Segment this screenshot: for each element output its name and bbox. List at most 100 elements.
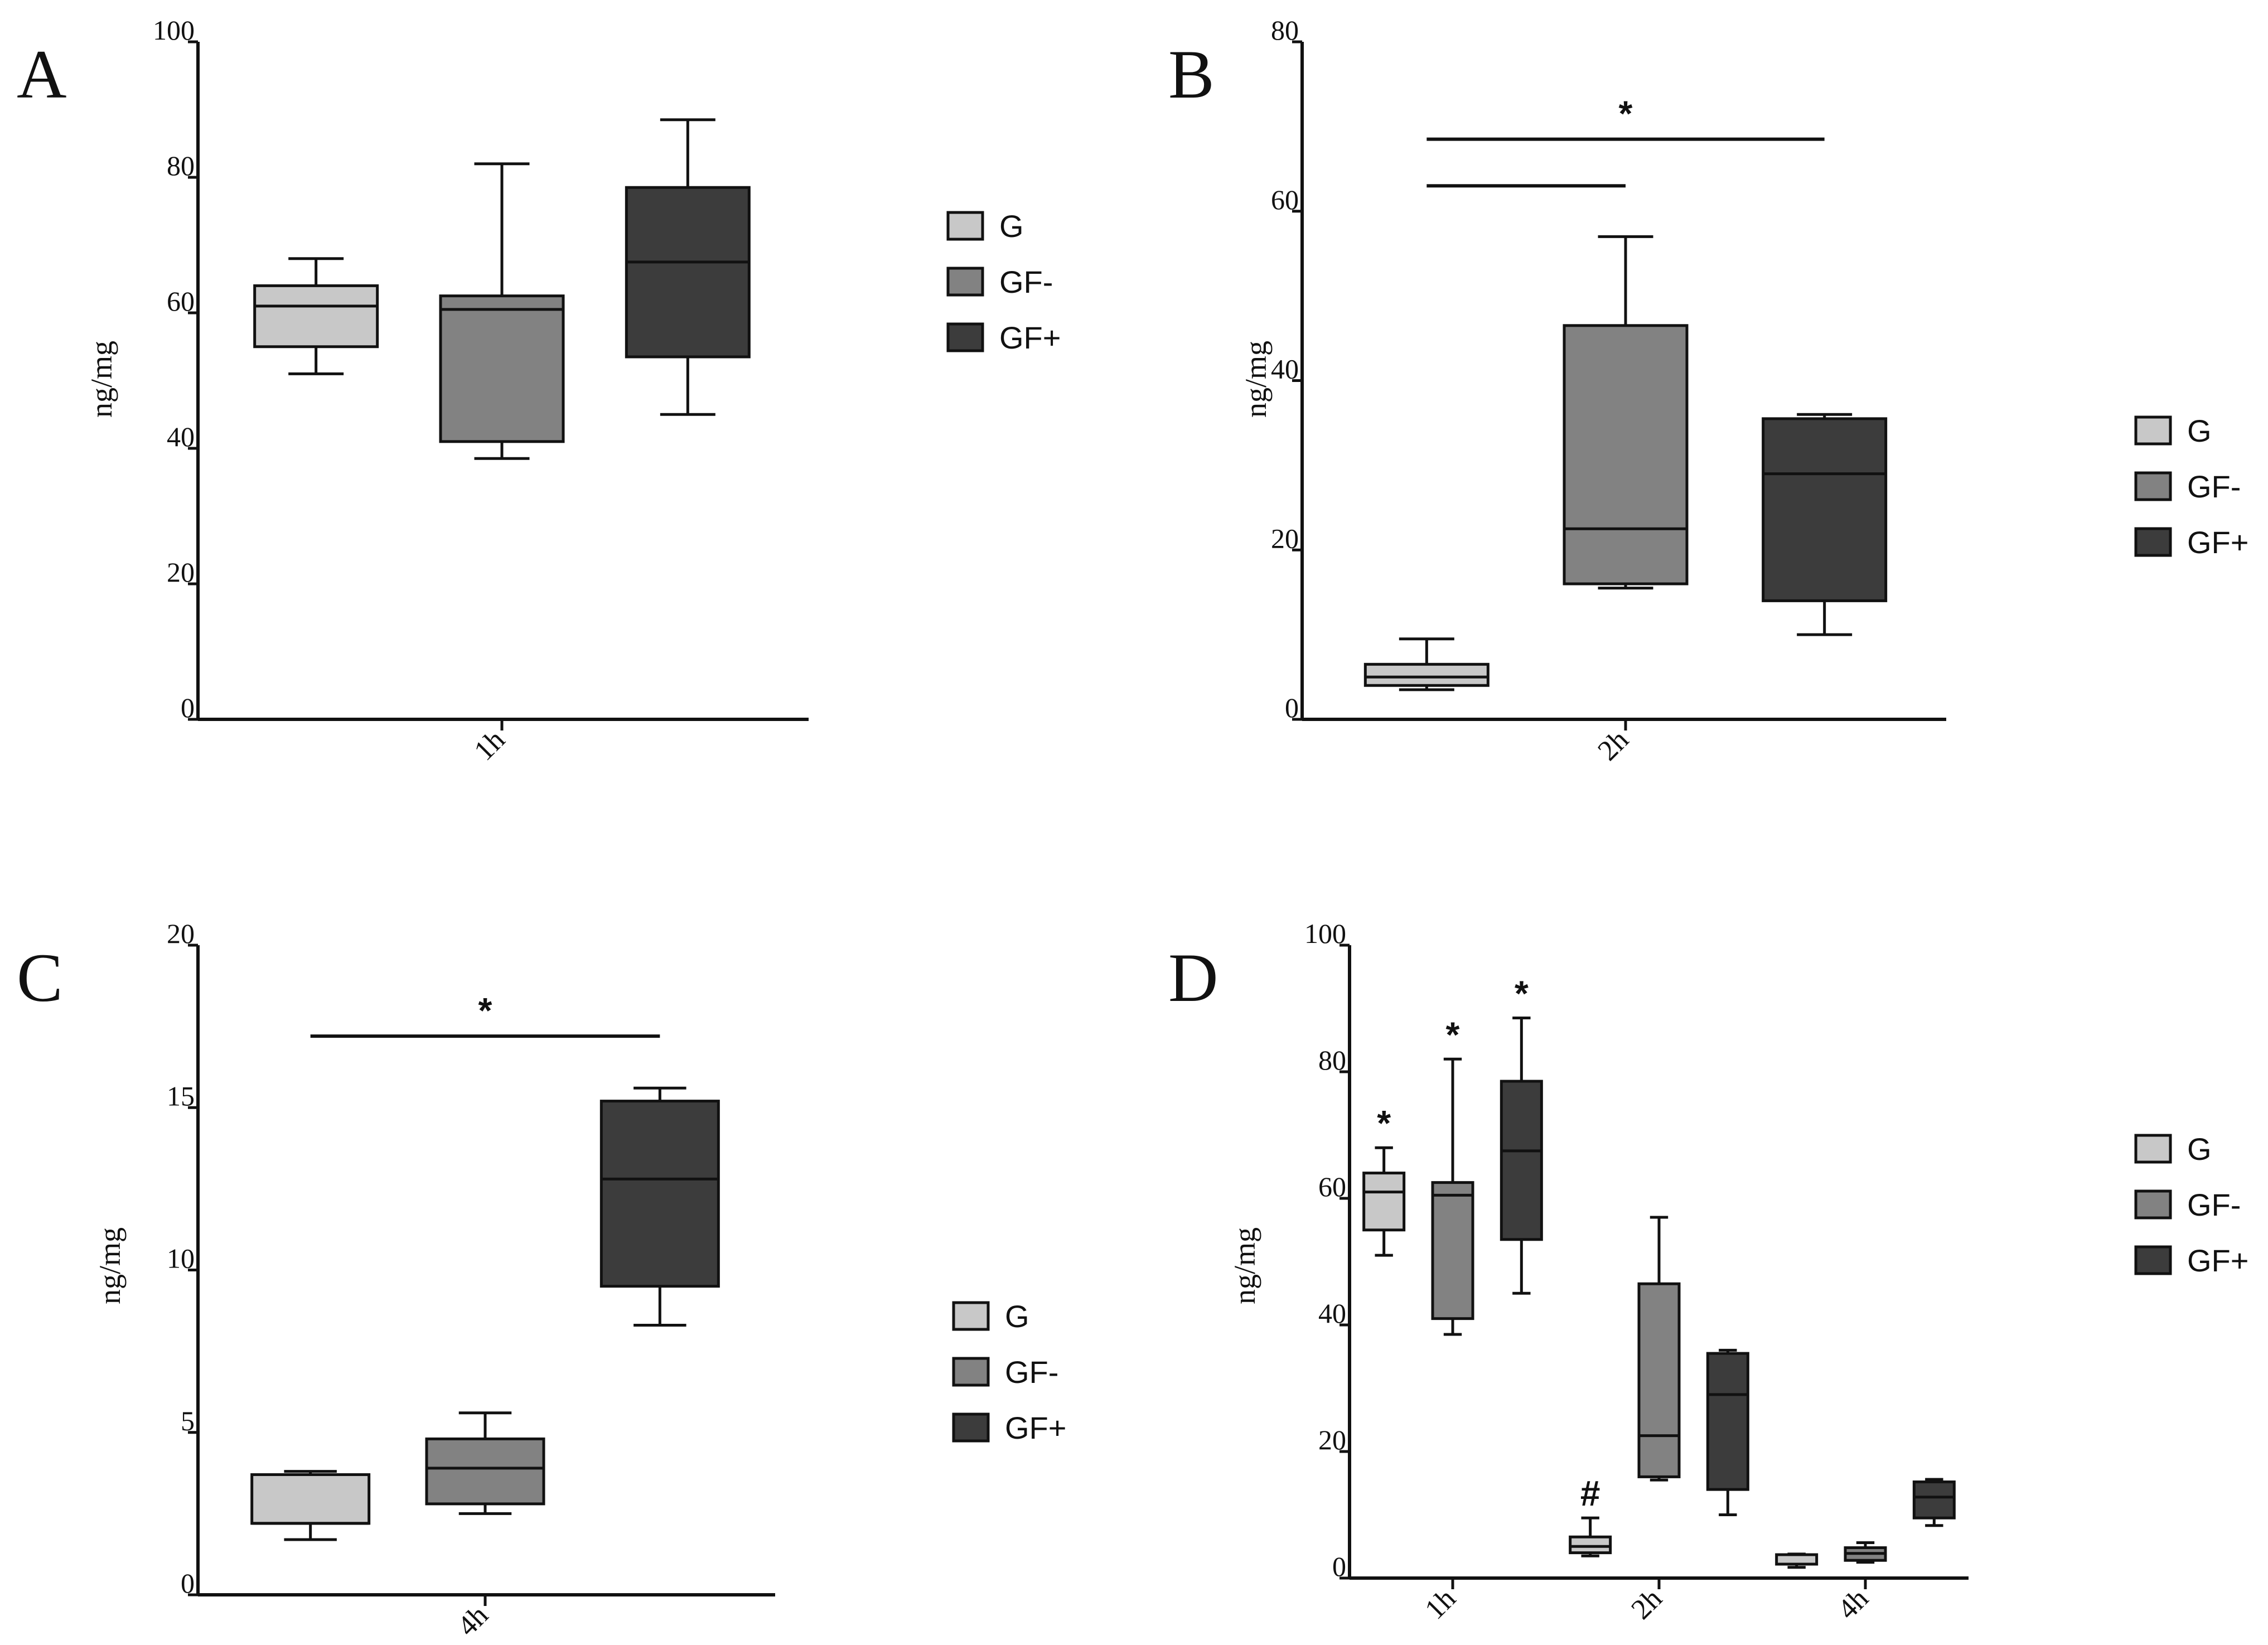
y-tick-label: 80: [1318, 1044, 1346, 1076]
box-body: [1569, 1535, 1612, 1555]
y-tick-label: 40: [1318, 1298, 1346, 1329]
legend-label: GF+: [2187, 1243, 2248, 1278]
panel-letter: A: [17, 36, 67, 113]
legend: G GF- GF+: [2134, 413, 2248, 560]
y-tick-label: 100: [1304, 918, 1346, 949]
panel-b: B 0 20 40 60 80 ng/mg 2h * G GF- GF+: [1168, 14, 2248, 767]
y-tick-label: 15: [167, 1080, 195, 1111]
y-tick-label: 20: [1271, 522, 1299, 554]
legend-label: GF+: [2187, 525, 2248, 560]
significance-mark: *: [1377, 1103, 1391, 1143]
significance-label: *: [478, 990, 492, 1030]
box-body: [1706, 1352, 1749, 1491]
box-body: [439, 294, 565, 443]
y-tick-label: 60: [167, 286, 195, 317]
legend-label: GF-: [2187, 1187, 2241, 1222]
y-tick-label: 20: [167, 557, 195, 588]
legend-swatch: [2134, 527, 2172, 557]
box-G-1h: *: [1362, 1103, 1406, 1257]
y-tick-label: 5: [181, 1405, 195, 1436]
legend-swatch: [946, 211, 984, 241]
legend-label: G: [2187, 413, 2212, 448]
legend: G GF- GF+: [2134, 1131, 2248, 1278]
significance-mark: *: [1515, 974, 1529, 1014]
box-GF+-4h: [1912, 1478, 1956, 1527]
significance-label: *: [1619, 94, 1633, 134]
box-body: [1912, 1480, 1956, 1520]
legend-label: GF-: [1005, 1354, 1058, 1390]
box-GF+-2h: [1706, 1348, 1749, 1516]
box-body: [625, 186, 751, 359]
box-body: [1563, 324, 1689, 586]
y-tick-label: 60: [1271, 184, 1299, 215]
x-tick-label: 2h: [1592, 724, 1634, 767]
legend-swatch: [2134, 1134, 2172, 1164]
box-GF+-2h: [1762, 413, 1888, 636]
box-GF--4h: [1844, 1541, 1887, 1564]
y-axis-title: ng/mg: [85, 341, 118, 418]
box-G-4h: [250, 1470, 371, 1541]
x-tick-label: 1h: [468, 724, 511, 767]
legend-label: GF+: [1005, 1410, 1066, 1445]
y-tick-label: 60: [1318, 1171, 1346, 1202]
y-axis-title: ng/mg: [93, 1227, 127, 1304]
y-tick-label: 10: [167, 1243, 195, 1274]
box-GF+-1h: *: [1500, 974, 1543, 1295]
y-tick-label: 40: [1271, 354, 1299, 385]
legend-label: G: [1005, 1299, 1029, 1334]
box-GF--4h: [425, 1411, 545, 1515]
y-tick-label: 0: [1332, 1551, 1346, 1582]
box-GF--2h: [1563, 235, 1689, 590]
box-body: [1500, 1080, 1543, 1241]
panel-d: D 0 20 40 60 80 100 ng/mg 1h 2h 4h * * * # G GF- GF+: [1168, 918, 2248, 1625]
box-G-4h: [1775, 1552, 1819, 1569]
y-tick-label: 0: [181, 692, 195, 723]
y-tick-label: 20: [1318, 1424, 1346, 1455]
legend-label: GF-: [999, 264, 1053, 299]
box-GF--1h: *: [1431, 1014, 1474, 1336]
box-body: [599, 1100, 720, 1288]
box-body: [1363, 662, 1490, 687]
box-GF--2h: [1637, 1216, 1681, 1482]
legend-label: GF-: [2187, 469, 2241, 504]
box-body: [1762, 417, 1888, 602]
box-GF+-4h: [599, 1086, 720, 1327]
box-G-2h: [1363, 637, 1490, 691]
significance-mark: #: [1580, 1473, 1600, 1513]
y-tick-label: 0: [1285, 692, 1299, 723]
y-tick-label: 20: [167, 918, 195, 949]
legend-label: G: [999, 209, 1024, 244]
box-G-2h: #: [1569, 1473, 1612, 1557]
box-GF+-1h: [625, 118, 751, 416]
legend-swatch: [952, 1412, 990, 1443]
x-tick-label: 1h: [1419, 1583, 1462, 1625]
y-tick-label: 80: [167, 150, 195, 181]
panel-a: A 0 20 40 60 80 100 ng/mg 1h G GF- GF+: [17, 14, 1061, 767]
legend: G GF- GF+: [946, 209, 1061, 355]
legend-swatch: [946, 322, 984, 352]
legend-swatch: [2134, 1245, 2172, 1275]
legend: G GF- GF+: [952, 1299, 1066, 1445]
box-body: [425, 1437, 545, 1506]
legend-swatch: [2134, 1189, 2172, 1220]
panel-letter: C: [17, 940, 63, 1016]
y-tick-label: 80: [1271, 14, 1299, 46]
box-body: [1775, 1553, 1819, 1566]
y-axis-title: ng/mg: [1228, 1227, 1261, 1304]
box-body: [1362, 1172, 1406, 1232]
legend-swatch: [952, 1301, 990, 1331]
y-axis-title: ng/mg: [1239, 341, 1273, 418]
box-body: [253, 284, 379, 349]
y-tick-label: 100: [153, 14, 195, 46]
box-body: [250, 1473, 371, 1525]
legend-swatch: [946, 267, 984, 297]
box-body: [1431, 1181, 1474, 1320]
x-tick-label: 4h: [1831, 1583, 1874, 1625]
x-tick-label: 4h: [451, 1599, 494, 1642]
legend-swatch: [2134, 471, 2172, 501]
legend-label: GF+: [999, 320, 1061, 355]
panel-letter: B: [1168, 36, 1215, 113]
significance-mark: *: [1446, 1014, 1460, 1054]
y-tick-label: 0: [181, 1567, 195, 1599]
